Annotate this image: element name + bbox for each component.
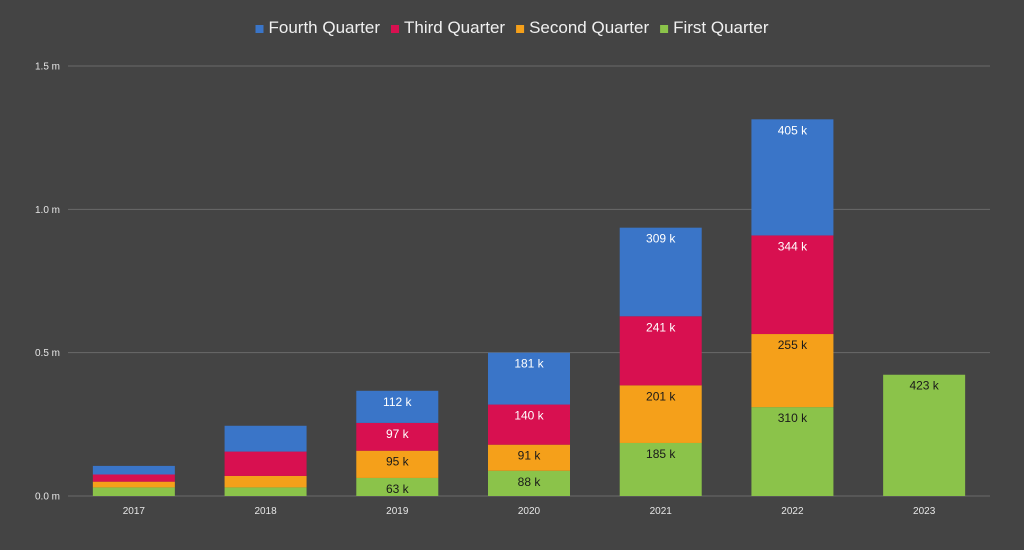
data-label: 97 k [386,427,410,441]
bar-segment[interactable] [488,404,570,445]
data-label: 405 k [778,123,808,137]
legend[interactable]: Fourth Quarter Third Quarter Second Quarte… [255,18,769,37]
data-label: 310 k [778,411,808,425]
legend-label: First Quarter [673,18,769,37]
bar-segment[interactable] [488,352,570,405]
data-label: 63 k [386,482,410,496]
legend-swatch [255,25,264,33]
bar-segment[interactable] [619,316,702,386]
bar-segment[interactable] [751,235,834,335]
data-label: 344 k [778,239,808,253]
legend-swatch [516,25,525,33]
data-label: 241 k [646,320,676,334]
legend-label: Third Quarter [404,18,505,37]
x-tick-label: 2020 [518,506,541,517]
x-tick-label: 2017 [123,506,146,517]
legend-label: Fourth Quarter [268,18,380,37]
y-tick-label: 1.5 m [35,62,60,73]
bar-segment[interactable] [883,374,966,496]
x-tick-label: 2018 [254,506,277,517]
x-tick-label: 2022 [781,506,804,517]
bar-segment[interactable] [356,422,439,451]
y-tick-label: 0.0 m [35,492,60,503]
bar-segment[interactable] [92,465,175,475]
y-tick-label: 0.5 m [35,348,60,359]
bar-segment[interactable] [356,477,439,496]
bar-segment[interactable] [751,119,834,236]
bar-segment[interactable] [488,444,570,471]
data-label: 181 k [514,357,544,371]
data-label: 255 k [778,338,808,352]
bar-segment[interactable] [619,442,702,496]
data-label: 423 k [909,379,939,393]
bar-segment[interactable] [488,470,570,496]
data-label: 201 k [646,389,676,403]
data-label: 88 k [518,475,542,489]
x-tick-label: 2023 [913,506,936,517]
data-label: 309 k [646,232,676,246]
data-label: 112 k [383,395,412,409]
legend-item[interactable]: Third Quarter [390,18,505,37]
legend-item[interactable]: Fourth Quarter [255,18,380,37]
bar-segment[interactable] [224,451,307,476]
data-labels: 63 k 95 k 97 k 112 k 88 k 91 k 140 k 181 k 185 k… [383,123,940,496]
bar-segment[interactable] [92,487,175,496]
y-tick-label: 1.0 m [35,205,60,216]
legend-item[interactable]: Second Quarter [516,18,649,37]
bar-segment[interactable] [356,390,439,423]
bar-segment[interactable] [619,385,702,443]
bar-segment[interactable] [619,227,702,317]
data-label: 91 k [518,449,542,463]
legend-label: Second Quarter [529,18,649,37]
bar-segment[interactable] [751,334,834,408]
bar-segment[interactable] [92,474,175,482]
y-axis-ticks: 0.0 m 0.5 m 1.0 m 1.5 m [35,62,60,503]
bar-segment[interactable] [224,475,307,488]
legend-swatch [390,25,399,33]
data-label: 185 k [646,447,676,461]
data-label: 140 k [514,409,544,423]
bars [92,119,966,496]
x-tick-label: 2019 [386,506,409,517]
x-tick-label: 2021 [650,506,673,517]
bar-segment[interactable] [224,487,307,496]
bar-segment[interactable] [92,481,175,488]
legend-item[interactable]: First Quarter [660,18,769,37]
x-axis-ticks: 2017 2018 2019 2020 2021 2022 2023 [123,506,936,517]
data-label: 95 k [386,455,410,469]
bar-segment[interactable] [751,407,834,496]
bar-segment[interactable] [224,425,307,452]
bar-segment[interactable] [356,450,439,478]
legend-swatch [660,25,669,33]
